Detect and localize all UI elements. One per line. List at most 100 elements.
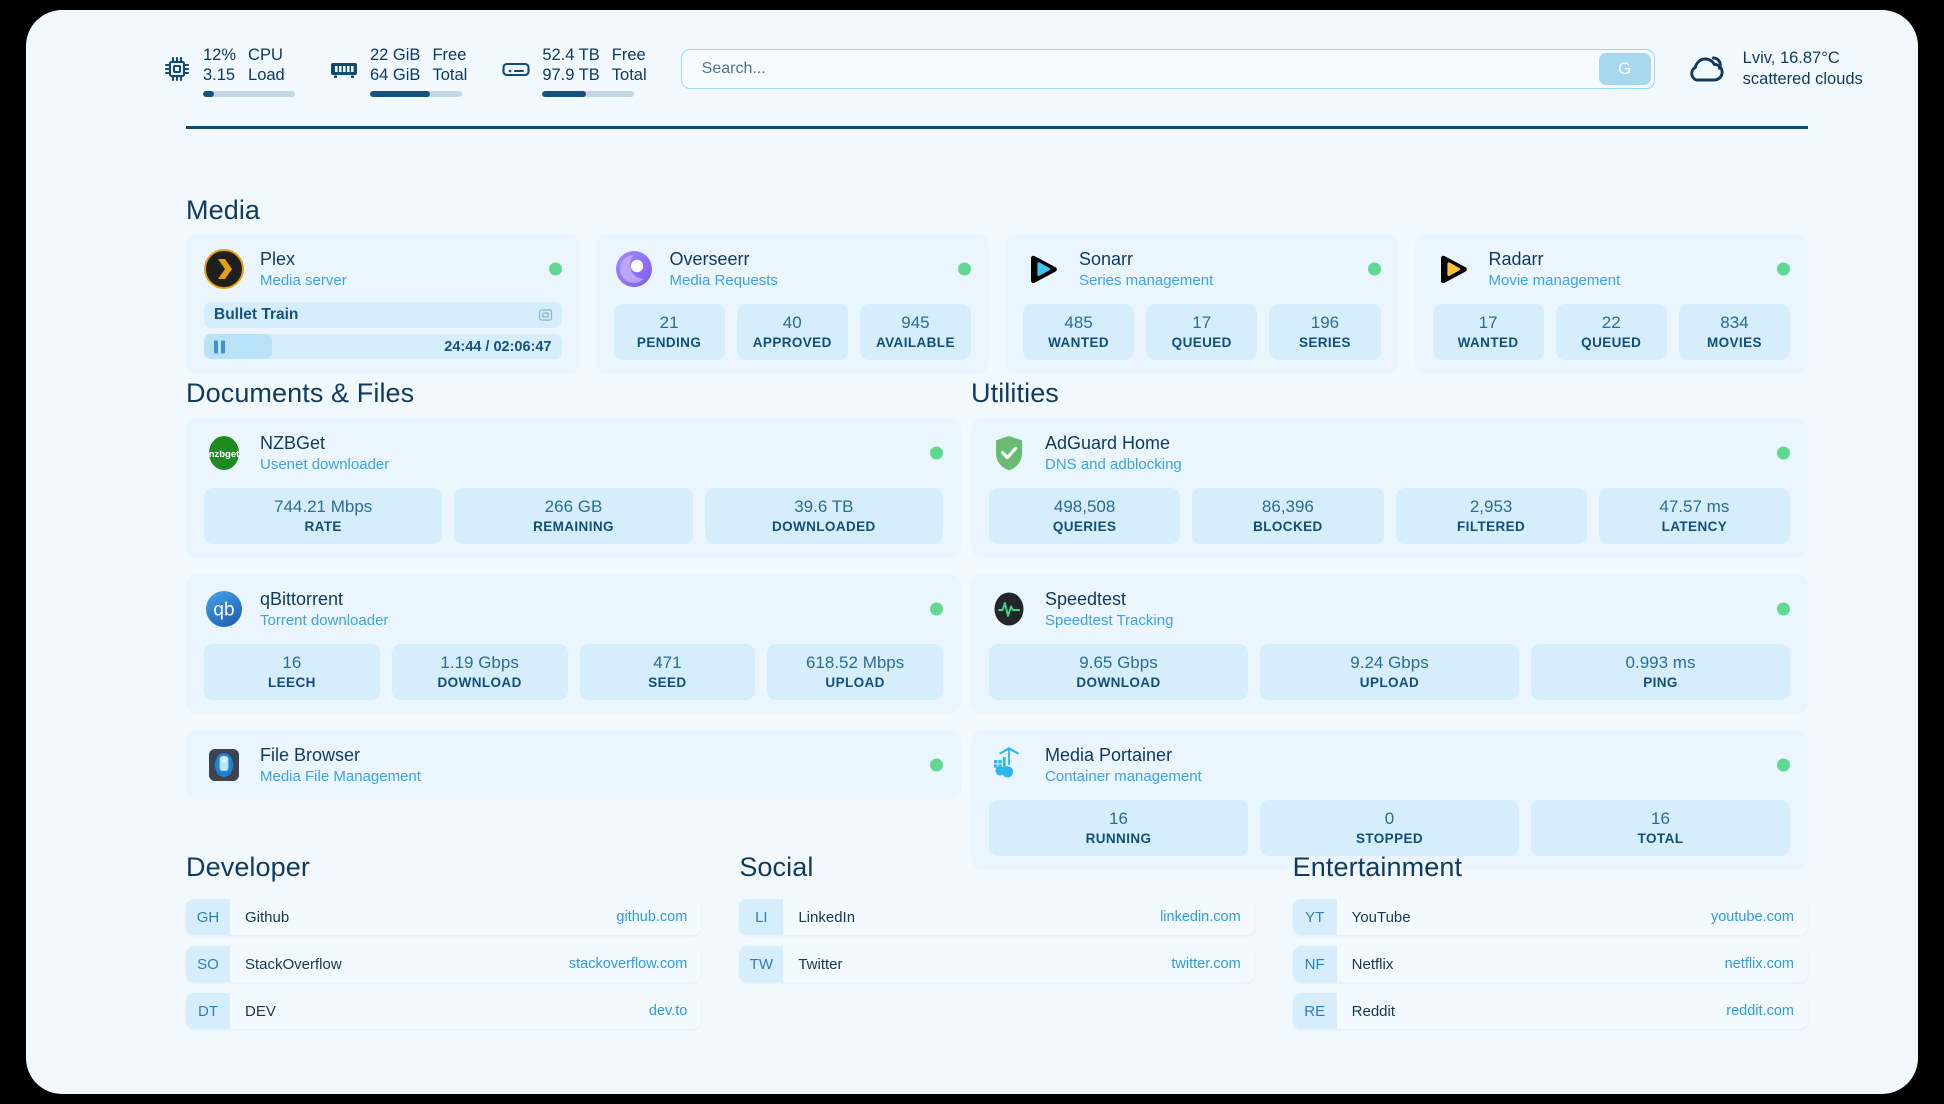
adguard-icon [989,433,1029,473]
stat-tile[interactable]: 618.52 Mbps UPLOAD [767,644,943,700]
stat-tile[interactable]: 40 APPROVED [736,304,848,360]
bookmark-item-stackoverflow[interactable]: SO StackOverflow stackoverflow.com [186,946,702,982]
stat-tile[interactable]: 471 SEED [579,644,756,700]
stat-tile[interactable]: 485 WANTED [1023,304,1135,360]
stat-tile[interactable]: 266 GB REMAINING [454,488,693,544]
status-badge [958,262,971,276]
stat-tile[interactable]: 0 STOPPED [1260,800,1519,856]
card-header: Plex Media server [204,248,562,290]
bookmark-url[interactable]: reddit.com [1726,1003,1794,1019]
stat-tile[interactable]: 834 MOVIES [1678,304,1791,360]
service-name: qBittorrent [260,589,344,609]
stat-tiles: 744.21 Mbps RATE 266 GB REMAINING 39.6 TB DOW… [204,488,943,544]
stat-tile[interactable]: 744.21 Mbps RATE [204,488,443,544]
stat-tile[interactable]: 16 TOTAL [1531,800,1790,856]
system-stat-cpu: 12% 3.15 CPU Load [162,45,295,97]
stat-tile-label: UPLOAD [825,675,885,690]
bookmark-name: DEV [245,1002,276,1020]
bookmark-url[interactable]: linkedin.com [1160,909,1241,925]
bookmark-item-netflix[interactable]: NF Netflix netflix.com [1292,946,1808,982]
status-badge [1367,262,1381,276]
bookmark-url[interactable]: github.com [616,909,688,925]
service-card-qbittorrent[interactable]: qb qBittorrent Torrent downloader 16 LEECH 1… [186,574,961,714]
stat-tile[interactable]: 1.19 Gbps DOWNLOAD [391,644,568,700]
stat-tile[interactable]: 2,953 FILTERED [1395,488,1587,544]
stat-value-secondary: 3.15 [203,66,236,84]
service-card-radarr[interactable]: Radarr Movie management 17 WANTED 22 QUEUED 83… [1414,234,1808,374]
service-card-overseerr[interactable]: Overseerr Media Requests 21 PENDING 40 APPROV… [595,234,989,374]
stat-tile-value: 485 [1064,313,1093,332]
svg-text:nzbget: nzbget [209,449,240,460]
bookmark-item-github[interactable]: GH Github github.com [186,899,702,935]
stat-tile-label: RUNNING [1085,831,1152,846]
service-card-media-portainer[interactable]: Media Portainer Container management 16 RUN… [971,730,1808,870]
cast-icon[interactable] [538,308,553,323]
stat-tile[interactable]: 39.6 TB DOWNLOADED [704,488,943,544]
service-card-sonarr[interactable]: Sonarr Series management 485 WANTED 17 QUEUED… [1005,234,1399,374]
stat-tile-label: QUEUED [1171,335,1232,350]
stat-tile[interactable]: 945 AVAILABLE [859,304,972,360]
stat-tile[interactable]: 9.24 Gbps UPLOAD [1260,644,1519,700]
service-subtitle: DNS and adblocking [1045,456,1182,473]
stat-tile[interactable]: 16 RUNNING [989,800,1248,856]
weather-condition: scattered clouds [1742,70,1863,88]
utilities-card-column: AdGuard Home DNS and adblocking 498,508 QUE… [971,418,1808,870]
bookmark-url[interactable]: youtube.com [1710,909,1794,925]
stat-tile[interactable]: 17 QUEUED [1146,304,1258,360]
bookmark-item-linkedin[interactable]: LI LinkedIn linkedin.com [739,899,1255,935]
stat-tile[interactable]: 498,508 QUERIES [989,488,1181,544]
service-name: Media Portainer [1045,745,1173,765]
nzbget-icon: nzbget [204,433,244,473]
bookmark-name: YouTube [1351,908,1411,926]
service-card-plex[interactable]: Plex Media server Bullet Train 24:44 / 02:… [186,234,580,374]
bookmark-badge: YT [1292,899,1337,935]
stat-tile-value: 21 [659,313,679,332]
stat-tile[interactable]: 47.57 ms LATENCY [1598,488,1790,544]
bookmark-url[interactable]: dev.to [648,1003,688,1019]
bookmark-badge: LI [739,899,784,935]
stat-tile[interactable]: 0.993 ms PING [1531,644,1790,700]
service-subtitle: Media Requests [669,272,778,289]
stat-tile-value: 16 [1109,809,1128,828]
search-input[interactable] [680,49,1655,89]
stat-tile[interactable]: 86,396 BLOCKED [1192,488,1384,544]
stat-tile[interactable]: 9.65 Gbps DOWNLOAD [989,644,1248,700]
bookmark-url[interactable]: twitter.com [1171,956,1241,972]
stat-label-primary: Free [611,46,646,64]
bookmark-item-twitter[interactable]: TW Twitter twitter.com [739,946,1255,982]
stat-tile[interactable]: 22 QUEUED [1555,304,1667,360]
bookmark-badge: NF [1292,946,1337,982]
stat-tile[interactable]: 16 LEECH [204,644,380,700]
service-card-file-browser[interactable]: File Browser Media File Management [186,730,961,800]
service-card-speedtest[interactable]: Speedtest Speedtest Tracking 9.65 Gbps DOWN… [971,574,1808,714]
cloud-icon [1685,49,1729,89]
now-playing-title: Bullet Train [214,306,299,323]
search-submit-button[interactable]: G [1598,53,1651,85]
status-badge [1777,758,1790,772]
bookmark-name: Github [245,908,290,926]
bookmark-badge: RE [1292,993,1337,1029]
stat-tile[interactable]: 21 PENDING [613,304,725,360]
pause-icon[interactable] [214,340,225,353]
bookmark-badge: SO [186,946,230,982]
stat-tile[interactable]: 17 WANTED [1432,304,1544,360]
playback-progress-bar[interactable]: 24:44 / 02:06:47 [204,334,562,359]
bookmark-item-youtube[interactable]: YT YouTube youtube.com [1292,899,1808,935]
stat-tile[interactable]: 196 SERIES [1269,304,1381,360]
bookmark-url[interactable]: stackoverflow.com [568,956,688,972]
now-playing-row[interactable]: Bullet Train [204,302,562,328]
service-name: Radarr [1488,249,1544,269]
bookmark-url[interactable]: netflix.com [1724,956,1794,972]
service-card-nzbget[interactable]: nzbget NZBGet Usenet downloader 744.21 Mbp… [186,418,961,558]
card-header: nzbget NZBGet Usenet downloader [204,432,943,474]
card-header: Sonarr Series management [1023,248,1381,290]
search-container: G [680,49,1655,89]
bookmark-name: StackOverflow [245,955,342,973]
bookmark-group-developer: Developer GH Github github.com SO StackOverfl… [186,852,702,1040]
bookmark-item-dev[interactable]: DT DEV dev.to [186,993,702,1029]
service-card-adguard-home[interactable]: AdGuard Home DNS and adblocking 498,508 QUE… [971,418,1808,558]
bookmark-item-reddit[interactable]: RE Reddit reddit.com [1292,993,1808,1029]
stat-tile-value: 22 [1601,313,1621,332]
system-stats-group: 12% 3.15 CPU Load 22 GiB 64 GiB Free Total 52.… [162,45,647,97]
stat-tiles: 9.65 Gbps DOWNLOAD 9.24 Gbps UPLOAD 0.993 ms… [989,644,1790,700]
